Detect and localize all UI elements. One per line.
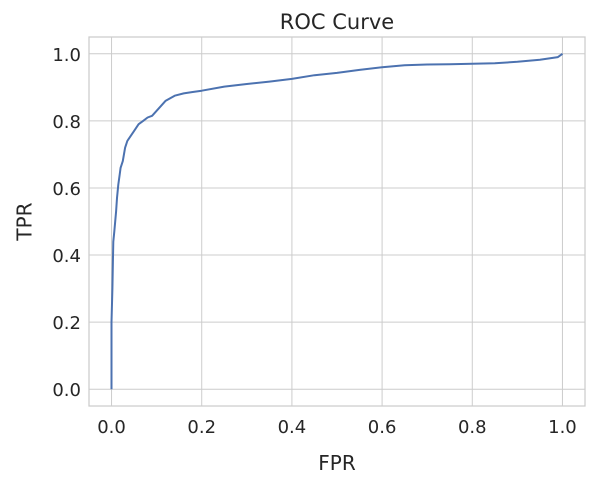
chart-title: ROC Curve [280, 10, 394, 34]
plot-frame [88, 36, 586, 407]
roc-series-line [110, 52, 564, 390]
grid-lines [89, 37, 585, 406]
x-axis-label: FPR [318, 451, 356, 475]
y-axis-label: TPR [13, 202, 37, 241]
y-tick-label: 0.4 [52, 246, 81, 267]
x-tick-label: 0.4 [278, 417, 307, 438]
y-tick-label: 1.0 [52, 45, 81, 66]
y-tick-label: 0.8 [52, 112, 81, 133]
x-tick-label: 0.8 [458, 417, 487, 438]
x-tick-label: 0.0 [97, 417, 126, 438]
x-tick-label: 1.0 [548, 417, 577, 438]
y-tick-label: 0.0 [52, 380, 81, 401]
y-tick-label: 0.6 [52, 179, 81, 200]
y-tick-label: 0.2 [52, 313, 81, 334]
x-tick-label: 0.6 [368, 417, 397, 438]
x-tick-labels: 0.0 0.2 0.4 0.6 0.8 1.0 [97, 417, 577, 438]
x-tick-label: 0.2 [187, 417, 216, 438]
y-tick-labels: 0.0 0.2 0.4 0.6 0.8 1.0 [52, 45, 81, 401]
